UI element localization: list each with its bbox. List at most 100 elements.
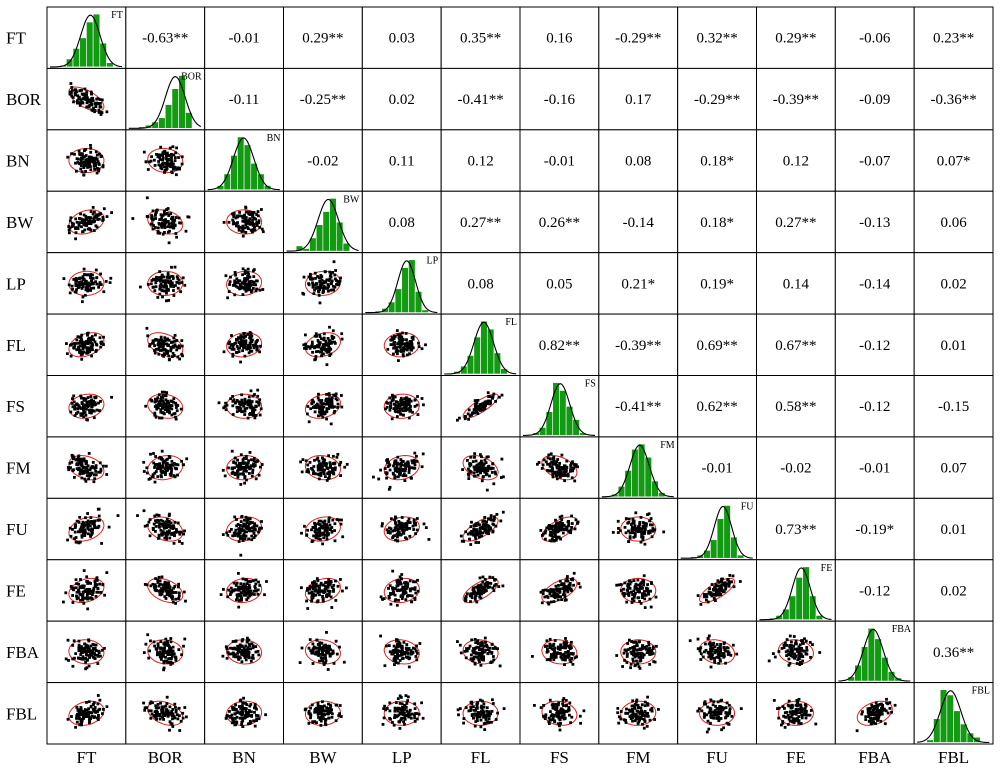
scatter-point [411,524,415,528]
scatter-point [372,475,375,479]
scatter-point [150,215,154,219]
scatter-point [74,226,77,229]
scatter-point [99,212,102,215]
scatter-point [92,162,96,165]
scatter-point [406,460,410,464]
scatter-point [68,92,72,96]
scatter-point [393,474,397,478]
scatter-point [329,595,333,599]
scatter-point [238,409,241,412]
scatter-point [237,572,240,575]
scatter-point [544,529,548,533]
scatter-point [243,271,247,275]
scatter-point [255,222,258,225]
scatter-point [229,275,232,279]
scatter-point [171,463,174,466]
scatter-point [74,652,78,655]
scatter-point [251,471,254,474]
scatter-point [481,469,484,473]
scatter-point [161,280,165,284]
scatter-point [80,280,84,284]
scatter-point [161,346,165,349]
scatter-point [549,600,553,604]
scatter-point [98,470,102,474]
scatter-point [180,162,184,166]
scatter-point [248,529,252,533]
scatter-point [622,592,626,595]
scatter-point [153,466,156,469]
confidence-ellipse [68,270,105,297]
scatter-point [333,410,336,413]
scatter-point [171,595,175,599]
scatter-point [152,217,155,221]
scatter-point [555,522,558,525]
scatter-point [94,649,98,652]
scatter-point [84,469,88,473]
scatter-point [82,341,86,344]
scatter-point [160,575,164,579]
scatter-point [158,400,161,404]
scatter-point [238,461,241,465]
scatter-point [260,208,263,211]
scatter-point [394,406,398,409]
hist-bar-FU-6 [730,536,738,559]
scatter-point [485,455,489,459]
scatter-point [332,393,336,397]
scatter-point [83,345,87,349]
scatter-point [158,522,161,525]
cell-border [283,67,363,131]
scatter-point [633,532,637,536]
scatter-point [391,397,395,401]
scatter-point [165,650,169,654]
scatter-point [152,341,155,345]
scatter-point [461,468,464,471]
cell-border [519,252,600,315]
confidence-ellipse [68,209,105,235]
scatter-point [705,595,709,599]
scatter-point [702,593,706,596]
scatter-point [647,512,651,516]
scatter-point [409,476,413,480]
scatter-point [306,405,310,408]
scatter-point [103,647,106,650]
scatter-point [183,283,187,287]
scatter-point [154,226,157,229]
scatter-point [399,594,403,598]
scatter-point [254,342,258,345]
scatter-point [241,216,245,220]
scatter-point [72,400,76,404]
scatter-point [87,408,91,412]
scatter-point [552,461,556,464]
scatter-point [234,584,238,587]
cell-FL-FM: -0.39** [598,313,679,377]
corr-LP-FL: 0.08 [467,276,493,292]
scatter-point [321,599,325,603]
scatter-point [84,459,88,463]
scatter-point [483,400,487,404]
scatter-point [405,587,408,591]
scatter-point [83,534,87,537]
scatter-point [248,451,252,454]
scatter-point [239,596,243,600]
scatter-point [82,530,85,534]
scatter-point [470,520,473,524]
scatter-point [566,520,570,524]
scatter-point [328,354,332,357]
scatter-point [314,286,318,290]
scatter-point [167,584,171,588]
scatter-point [83,164,86,167]
scatter-point [238,531,242,534]
scatter-point [299,460,302,464]
scatter-point [562,582,566,586]
scatter-point [171,145,175,149]
scatter-point [316,464,320,468]
scatter-point [246,416,250,420]
scatter-point [170,158,173,162]
corr-BW-LP: 0.08 [389,215,415,231]
scatter-point [393,334,396,338]
scatter-point [79,598,82,602]
scatter-point [92,416,96,420]
scatter-point [247,583,251,587]
scatter-point [393,587,396,590]
scatter-point [327,518,331,521]
